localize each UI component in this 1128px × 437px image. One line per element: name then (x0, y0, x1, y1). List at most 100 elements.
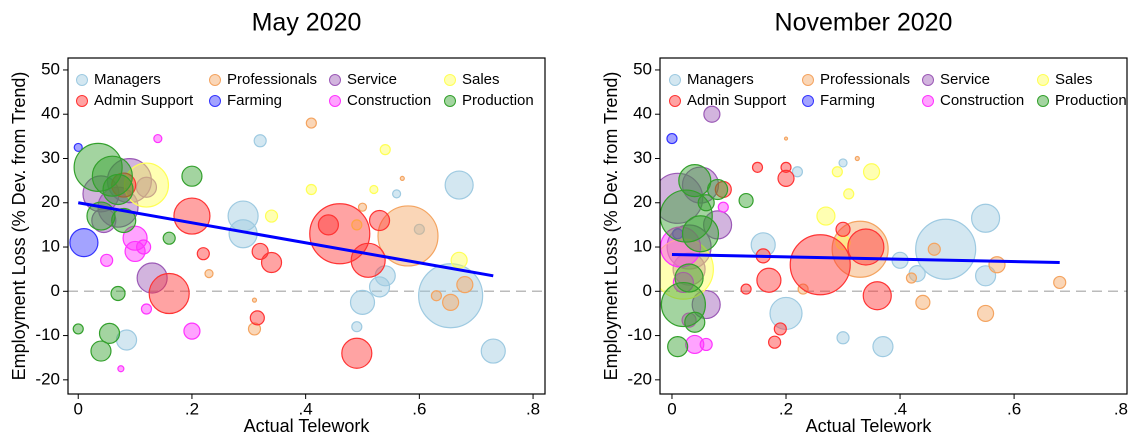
bubble (773, 322, 787, 336)
bubble (135, 176, 158, 198)
bubble (196, 247, 210, 261)
bubble (667, 336, 689, 358)
bubble (777, 169, 795, 188)
bubble (183, 322, 201, 340)
y-tick-label: 40 (41, 104, 60, 123)
bubble (456, 276, 474, 294)
bubble (73, 142, 83, 153)
bubble (988, 256, 1006, 274)
bubble (413, 223, 425, 235)
bubble (100, 253, 114, 267)
bubble (90, 340, 112, 362)
bubble (377, 205, 439, 267)
y-tick-label: 0 (643, 281, 652, 300)
bubble (789, 234, 851, 296)
x-tick-label: 0 (667, 399, 676, 418)
plot-frame (67, 57, 546, 395)
bubble (847, 228, 885, 266)
y-tick-label: -10 (627, 325, 652, 344)
legend-label: Production (1055, 92, 1127, 109)
y-tick-label: -20 (35, 369, 60, 388)
x-axis-label: Actual Telework (806, 416, 933, 436)
plot-frame (659, 57, 1128, 395)
x-tick-label: .4 (299, 399, 313, 418)
bubble (831, 166, 843, 178)
y-tick-label: 10 (633, 237, 652, 256)
bubble (927, 242, 941, 256)
legend-marker (802, 95, 814, 107)
bubble (666, 132, 678, 145)
chart-title: May 2020 (252, 9, 362, 37)
legend-label: Service (940, 71, 990, 88)
bubble (684, 311, 706, 333)
bubble (681, 215, 720, 253)
legend-marker (76, 74, 88, 86)
chart-title: November 2020 (775, 9, 953, 37)
fit-line (77, 201, 494, 278)
legend-label: Admin Support (94, 92, 194, 109)
y-tick-label: 30 (41, 148, 60, 167)
bubble (379, 144, 391, 156)
x-tick-label: .8 (526, 399, 540, 418)
bubble (706, 178, 729, 201)
plot-area (660, 105, 1127, 358)
legend-label: Construction (940, 92, 1024, 109)
bubble (73, 142, 123, 192)
x-tick-label: .4 (893, 399, 907, 418)
legend-label: Professionals (820, 71, 910, 88)
bubble (72, 323, 84, 335)
legend-marker (444, 74, 456, 86)
bubble (756, 267, 782, 293)
legend-label: Service (347, 71, 397, 88)
legend-marker (329, 95, 341, 107)
bubble (369, 184, 379, 195)
bubble (835, 221, 851, 237)
legend-marker (209, 74, 221, 86)
bubble (836, 331, 850, 345)
x-tick-label: .2 (185, 399, 199, 418)
legend-marker (444, 95, 456, 107)
bubble (905, 272, 918, 284)
bubble (251, 297, 258, 303)
bubble (181, 165, 203, 187)
bubble (691, 289, 721, 320)
bubble (974, 265, 997, 287)
bubble (751, 161, 764, 173)
bubble (82, 175, 120, 213)
bubble (305, 117, 317, 129)
x-axis-label: Actual Telework (244, 416, 371, 436)
y-axis-label: Employment Loss (% Dev. from Trend) (601, 72, 621, 381)
bubble (204, 268, 214, 279)
panel: May 2020 Actual Telework Employment Loss (… (9, 9, 546, 436)
panel: November 2020 Actual Telework Employment L… (601, 9, 1128, 436)
bubble (249, 310, 265, 326)
bubble (674, 263, 704, 293)
bubble (305, 183, 317, 196)
legend-label: Managers (94, 71, 161, 88)
bubble (442, 293, 460, 311)
y-tick-label: 50 (41, 59, 60, 78)
bubble (678, 164, 712, 198)
bubble (247, 322, 262, 336)
legend-marker (802, 74, 814, 86)
bubble (717, 201, 729, 213)
bubble (915, 218, 977, 280)
bubble (838, 158, 848, 168)
y-tick-label: 20 (41, 192, 60, 211)
bubble (697, 194, 715, 212)
legend-label: Sales (1055, 71, 1093, 88)
bubble (110, 285, 126, 302)
bubble (769, 296, 803, 331)
y-axis-label: Employment Loss (% Dev. from Trend) (9, 72, 29, 381)
bubble (392, 189, 402, 199)
legend-marker (1037, 74, 1049, 86)
bubble (703, 105, 721, 123)
bubble (872, 336, 894, 358)
legend-label: Admin Support (687, 92, 787, 109)
bubble (681, 312, 697, 328)
bubble (124, 240, 146, 263)
bubble (368, 209, 391, 232)
bubble (843, 188, 855, 200)
y-tick-label: -20 (627, 369, 652, 388)
y-tick-label: 30 (633, 148, 652, 167)
